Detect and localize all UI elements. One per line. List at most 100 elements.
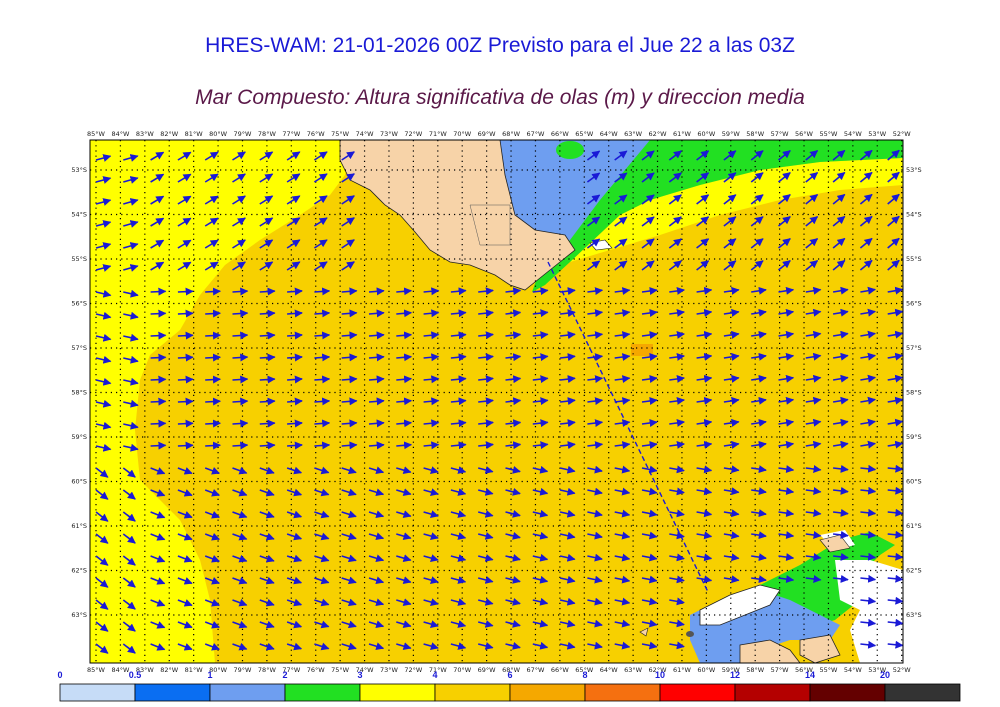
wave-direction-arrow bbox=[860, 330, 876, 339]
wave-direction-arrow bbox=[341, 620, 357, 629]
track-line bbox=[547, 261, 709, 593]
lat-labels-right: 53°S 54°S 55°S 56°S 57°S 58°S 59°S 60°S 61°S 62°S… bbox=[906, 166, 922, 619]
lon-label: 56°W bbox=[795, 130, 814, 138]
wave-direction-arrow bbox=[614, 619, 631, 628]
wave-direction-arrow bbox=[505, 487, 521, 496]
wave-direction-arrow bbox=[723, 216, 737, 227]
wave-direction-arrow bbox=[778, 150, 791, 161]
wave-direction-arrow bbox=[259, 217, 274, 227]
wave-direction-arrow bbox=[560, 375, 576, 384]
wave-direction-arrow bbox=[287, 353, 303, 362]
wave-direction-arrow bbox=[778, 286, 795, 295]
lon-label: 65°W bbox=[575, 666, 594, 674]
wave-direction-arrow bbox=[478, 620, 494, 628]
lat-label: 61°S bbox=[906, 522, 922, 530]
graticule bbox=[90, 140, 903, 663]
wave-direction-arrow bbox=[232, 598, 248, 607]
wave-direction-arrow bbox=[450, 287, 467, 296]
lon-label: 68°W bbox=[502, 666, 521, 674]
wave-direction-arrow bbox=[614, 441, 631, 449]
colorbar-label: 12 bbox=[730, 670, 740, 680]
wave-direction-arrow bbox=[122, 555, 136, 566]
wave-direction-arrow bbox=[396, 441, 413, 450]
wave-direction-arrow bbox=[123, 289, 139, 298]
wave-direction-arrow bbox=[751, 308, 767, 317]
wave-direction-arrow bbox=[122, 533, 136, 544]
wave-direction-arrow bbox=[177, 217, 192, 227]
wave-direction-arrow bbox=[95, 643, 109, 654]
colorbar-label: 6 bbox=[507, 670, 512, 680]
wave-direction-arrow bbox=[532, 419, 549, 428]
wave-direction-arrow bbox=[505, 397, 522, 406]
wave-direction-arrow bbox=[177, 467, 193, 475]
wave-direction-arrow bbox=[778, 509, 795, 518]
lon-label: 70°W bbox=[453, 130, 472, 138]
land-tierra-del-fuego bbox=[339, 140, 576, 291]
wave-direction-arrow bbox=[204, 554, 221, 563]
wave-direction-arrow bbox=[641, 487, 658, 496]
wave-direction-arrow bbox=[887, 640, 903, 649]
lon-label: 61°W bbox=[673, 666, 692, 674]
wave-direction-arrow bbox=[641, 419, 658, 427]
wave-direction-arrow bbox=[368, 532, 385, 541]
wave-direction-arrow bbox=[205, 397, 221, 406]
lat-label: 63°S bbox=[71, 611, 87, 619]
wave-direction-arrow bbox=[641, 260, 655, 271]
lon-label: 84°W bbox=[111, 130, 130, 138]
wave-direction-arrow bbox=[314, 397, 331, 406]
lon-label: 82°W bbox=[160, 666, 179, 674]
wave-direction-arrow bbox=[669, 374, 685, 383]
wave-direction-arrow bbox=[314, 331, 331, 340]
wave-direction-arrow bbox=[587, 375, 604, 384]
wave-direction-arrow bbox=[668, 238, 682, 249]
lat-label: 53°S bbox=[71, 166, 87, 174]
lon-label: 72°W bbox=[404, 130, 423, 138]
wave-direction-arrow bbox=[887, 618, 903, 627]
map-frame bbox=[89, 139, 904, 664]
wave-direction-arrow bbox=[259, 642, 275, 651]
wave-direction-arrow bbox=[341, 642, 357, 651]
wave-direction-arrow bbox=[150, 331, 167, 340]
wave-direction-arrow bbox=[314, 620, 330, 629]
wave-direction-arrow bbox=[505, 331, 522, 340]
wave-direction-arrow bbox=[314, 375, 331, 384]
wave-direction-arrow bbox=[123, 264, 139, 272]
wave-direction-arrow bbox=[341, 397, 358, 406]
wave-direction-arrow bbox=[860, 308, 876, 317]
wave-direction-arrow bbox=[532, 441, 549, 450]
lat-label: 55°S bbox=[71, 255, 87, 263]
colorbar-label: 3 bbox=[357, 670, 362, 680]
wave-direction-arrow bbox=[832, 237, 846, 249]
wave-direction-arrow bbox=[478, 488, 494, 496]
wave-direction-arrow bbox=[368, 419, 385, 428]
wave-direction-arrow bbox=[259, 554, 275, 563]
wave-direction-arrow bbox=[396, 466, 412, 475]
wave-direction-arrow bbox=[478, 331, 494, 340]
lon-label: 78°W bbox=[258, 666, 277, 674]
lat-label: 60°S bbox=[906, 478, 922, 486]
wave-direction-arrow bbox=[723, 150, 737, 161]
ice-region bbox=[835, 560, 903, 663]
wave-direction-arrow bbox=[259, 441, 276, 450]
lon-label: 73°W bbox=[380, 666, 399, 674]
wave-direction-arrow bbox=[423, 375, 440, 384]
wave-direction-arrow bbox=[887, 552, 903, 561]
lon-label: 52°W bbox=[893, 130, 912, 138]
lon-label: 72°W bbox=[404, 666, 423, 674]
wave-direction-arrow bbox=[95, 154, 112, 162]
wave-direction-arrow bbox=[559, 465, 576, 474]
colorbar-segment bbox=[884, 683, 961, 702]
wave-direction-arrow bbox=[259, 239, 274, 249]
wave-direction-arrow bbox=[805, 352, 822, 361]
wave-direction-arrow bbox=[669, 487, 685, 496]
colorbar-label: 8 bbox=[582, 670, 587, 680]
wave-direction-arrow bbox=[614, 553, 631, 562]
wave-direction-arrow bbox=[669, 509, 685, 518]
wave-direction-arrow bbox=[723, 487, 740, 496]
wave-direction-arrow bbox=[696, 531, 713, 540]
wave-direction-arrow bbox=[805, 259, 819, 271]
wave-direction-arrow bbox=[478, 510, 494, 518]
wave-direction-arrow bbox=[587, 641, 603, 650]
wave-direction-arrow bbox=[259, 375, 276, 384]
wave-direction-arrow bbox=[396, 375, 413, 384]
